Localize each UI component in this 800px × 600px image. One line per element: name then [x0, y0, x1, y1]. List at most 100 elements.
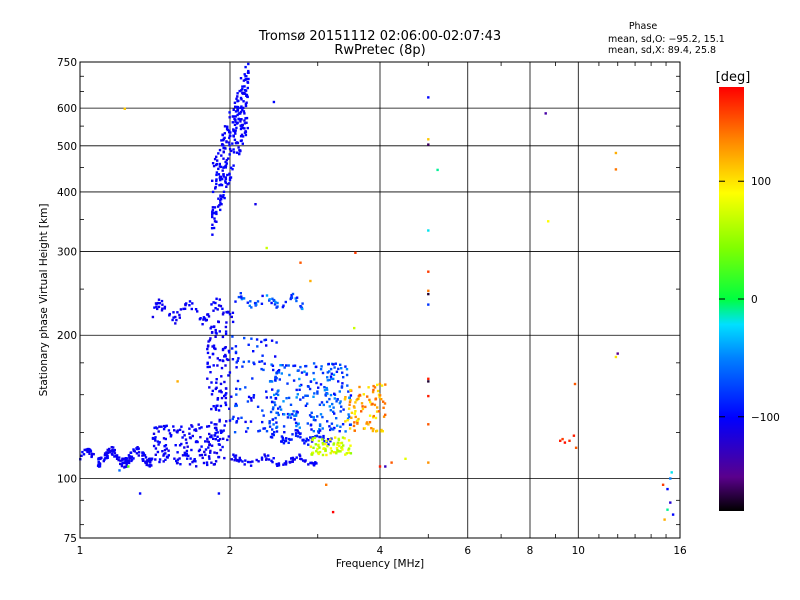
data-point — [427, 143, 430, 146]
data-point — [234, 129, 237, 132]
data-point — [210, 407, 213, 411]
data-point — [313, 436, 317, 440]
data-point — [216, 398, 219, 401]
data-point — [285, 437, 288, 440]
data-point — [225, 140, 228, 143]
data-point — [561, 437, 564, 441]
data-point — [233, 138, 237, 141]
data-point — [333, 397, 336, 400]
data-point — [83, 448, 86, 452]
data-point — [312, 416, 315, 419]
data-point — [241, 460, 244, 463]
data-point — [337, 367, 340, 371]
data-point — [277, 413, 280, 417]
data-point — [190, 307, 193, 311]
data-point — [340, 441, 344, 445]
x-axis-label: Frequency [MHz] — [336, 558, 424, 570]
data-point — [136, 446, 139, 449]
data-point — [198, 427, 201, 430]
data-point — [284, 300, 287, 304]
data-point — [335, 452, 338, 455]
data-point — [278, 378, 281, 381]
data-point — [256, 345, 259, 348]
data-point — [142, 452, 145, 455]
data-point — [247, 69, 250, 73]
data-point — [218, 330, 221, 333]
data-point — [175, 459, 178, 463]
data-point — [316, 415, 319, 418]
data-point — [222, 437, 225, 440]
data-point — [206, 365, 209, 369]
data-point — [125, 463, 128, 466]
data-point — [185, 441, 188, 445]
data-point — [290, 457, 293, 460]
data-point — [275, 372, 279, 375]
data-point — [223, 132, 226, 135]
data-point — [212, 437, 215, 440]
data-point — [165, 455, 169, 458]
data-point — [176, 461, 179, 464]
data-point — [271, 364, 275, 367]
data-point — [308, 414, 312, 417]
x-tick-label: 6 — [464, 545, 471, 557]
data-point — [345, 452, 348, 455]
data-point — [222, 190, 226, 193]
data-point — [315, 381, 318, 385]
data-point — [384, 465, 387, 468]
data-point — [215, 220, 218, 223]
data-point — [325, 483, 328, 486]
data-point — [261, 409, 264, 412]
data-point — [344, 365, 347, 368]
data-point — [209, 449, 212, 453]
data-point — [150, 457, 154, 460]
data-point — [156, 440, 160, 443]
data-point — [226, 125, 229, 128]
data-point — [332, 363, 335, 366]
data-point — [319, 368, 323, 371]
data-point — [367, 386, 370, 389]
data-point — [124, 461, 127, 464]
data-point — [92, 453, 95, 456]
data-point — [265, 457, 268, 460]
data-point — [229, 176, 233, 179]
data-point — [380, 430, 383, 433]
data-point — [271, 418, 275, 421]
data-point — [167, 429, 171, 432]
data-point — [427, 377, 430, 380]
data-point — [230, 395, 233, 398]
data-point — [228, 111, 231, 114]
data-point — [312, 371, 315, 375]
data-point — [335, 446, 339, 450]
data-point — [237, 99, 240, 102]
data-point — [132, 448, 135, 451]
y-tick-label: 300 — [57, 246, 77, 258]
data-point — [349, 394, 353, 397]
data-point — [272, 368, 275, 372]
data-point — [322, 403, 325, 407]
data-point — [156, 450, 160, 454]
data-point — [265, 430, 269, 433]
data-point — [306, 402, 309, 405]
plot-frame — [79, 61, 681, 539]
data-point — [290, 438, 293, 441]
data-point — [196, 310, 199, 313]
data-point — [220, 183, 224, 187]
data-point — [293, 418, 296, 421]
data-point — [271, 388, 274, 391]
data-point — [304, 459, 307, 462]
data-point — [305, 437, 308, 440]
data-point — [162, 427, 166, 431]
data-point — [376, 406, 379, 409]
data-point — [207, 340, 210, 343]
data-point — [234, 457, 237, 460]
data-point — [167, 454, 170, 457]
data-point — [234, 345, 238, 348]
colorbar-tick-label: 100 — [751, 176, 771, 188]
x-tick-label: 1 — [77, 545, 84, 557]
data-point — [378, 465, 382, 468]
data-point — [185, 454, 188, 457]
data-point — [296, 435, 300, 438]
data-point — [89, 448, 92, 452]
data-point — [275, 392, 278, 395]
data-point — [282, 400, 285, 403]
